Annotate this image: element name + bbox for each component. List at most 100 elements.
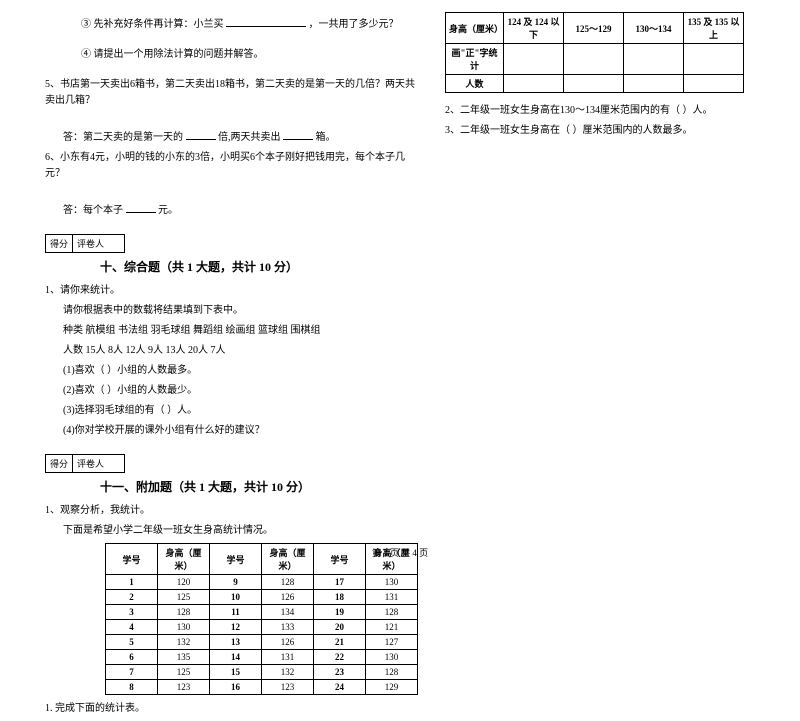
p1-title: 1、请你来统计。 bbox=[45, 283, 420, 299]
left-column: ③ 先补充好条件再计算：小兰买 ，一共用了多少元？ ④ 请提出一个用除法计算的问… bbox=[45, 12, 420, 721]
q3-suffix: ，一共用了多少元？ bbox=[309, 19, 399, 30]
p1-sub1: (1)喜欢（ ）小组的人数最多。 bbox=[63, 363, 420, 379]
p11-title: 1、观察分析，我统计。 bbox=[45, 503, 420, 519]
table-cell: 121 bbox=[366, 620, 418, 635]
table-cell: 2 bbox=[106, 590, 158, 605]
table-cell: 125 bbox=[158, 665, 210, 680]
question-6-answer: 答：每个本子 元。 bbox=[63, 202, 420, 219]
table-cell: 129 bbox=[366, 680, 418, 695]
table-cell: 7 bbox=[106, 665, 158, 680]
table-cell bbox=[624, 75, 684, 93]
table-cell: 125～129 bbox=[564, 13, 624, 44]
q6-blank[interactable] bbox=[126, 202, 156, 213]
table-row: 画"正"字统计 bbox=[446, 44, 744, 75]
score-label: 得分 bbox=[46, 235, 73, 252]
table-cell bbox=[504, 75, 564, 93]
table-cell: 11 bbox=[210, 605, 262, 620]
table-cell: 画"正"字统计 bbox=[446, 44, 504, 75]
table-cell: 124 及 124 以下 bbox=[504, 13, 564, 44]
p1-sub3: (3)选择羽毛球组的有（ ）人。 bbox=[63, 403, 420, 419]
table-cell: 132 bbox=[262, 665, 314, 680]
table-row: 51321312621127 bbox=[106, 635, 418, 650]
table-cell: 14 bbox=[210, 650, 262, 665]
table-cell: 9 bbox=[210, 575, 262, 590]
stat-table: 身高（厘米）124 及 124 以下125～129130～134135 及 13… bbox=[445, 12, 744, 93]
table-cell: 132 bbox=[158, 635, 210, 650]
table-cell: 128 bbox=[366, 665, 418, 680]
table-cell bbox=[684, 75, 744, 93]
table-cell: 126 bbox=[262, 590, 314, 605]
table-cell: 8 bbox=[106, 680, 158, 695]
question-3: ③ 先补充好条件再计算：小兰买 ，一共用了多少元？ bbox=[81, 16, 420, 33]
table-cell: 130 bbox=[158, 620, 210, 635]
score-box-10: 得分 评卷人 bbox=[45, 234, 125, 253]
table-cell: 10 bbox=[210, 590, 262, 605]
table-cell: 123 bbox=[262, 680, 314, 695]
question-6: 6、小东有4元，小明的钱的小东的3倍，小明买6个本子刚好把钱用完，每个本子几元？ bbox=[45, 150, 420, 182]
q5-ans-b: 倍,两天共卖出 bbox=[218, 132, 281, 143]
p11-sub: 下面是希望小学二年级一班女生身高统计情况。 bbox=[63, 523, 420, 539]
table-cell bbox=[564, 75, 624, 93]
table-cell: 126 bbox=[262, 635, 314, 650]
table-cell: 21 bbox=[314, 635, 366, 650]
right-q2: 2、二年级一班女生身高在130～134厘米范围内的有（ ）人。 bbox=[445, 103, 750, 119]
table-row: 31281113419128 bbox=[106, 605, 418, 620]
table-row: 1120912817130 bbox=[106, 575, 418, 590]
table-cell: 12 bbox=[210, 620, 262, 635]
table-cell bbox=[624, 44, 684, 75]
table-cell: 120 bbox=[158, 575, 210, 590]
table-row: 61351413122130 bbox=[106, 650, 418, 665]
table-row: 21251012618131 bbox=[106, 590, 418, 605]
table-cell: 15 bbox=[210, 665, 262, 680]
q6-ans-b: 元。 bbox=[158, 205, 178, 216]
table-cell: 125 bbox=[158, 590, 210, 605]
table-cell: 123 bbox=[158, 680, 210, 695]
p1-line1: 请你根据表中的数载将结果填到下表中。 bbox=[63, 303, 420, 319]
table-cell: 133 bbox=[262, 620, 314, 635]
table-cell: 20 bbox=[314, 620, 366, 635]
table-cell: 130 bbox=[366, 650, 418, 665]
score-label: 得分 bbox=[46, 455, 73, 472]
page-footer: 第 3 页 共 4 页 bbox=[0, 546, 800, 559]
q3-blank[interactable] bbox=[226, 16, 306, 27]
question-5: 5、书店第一天卖出6箱书，第二天卖出18箱书，第二天卖的是第一天的几倍？两天共卖… bbox=[45, 77, 420, 109]
table-cell: 128 bbox=[366, 605, 418, 620]
table-row: 41301213320121 bbox=[106, 620, 418, 635]
p1-line2: 种类 航模组 书法组 羽毛球组 舞蹈组 绘画组 篮球组 围棋组 bbox=[63, 323, 420, 339]
table-row: 71251513223128 bbox=[106, 665, 418, 680]
table-cell: 128 bbox=[262, 575, 314, 590]
q6-ans-a: 答：每个本子 bbox=[63, 205, 123, 216]
q5-blank-2[interactable] bbox=[283, 129, 313, 140]
table-cell: 1 bbox=[106, 575, 158, 590]
table-cell bbox=[504, 44, 564, 75]
p1-sub2: (2)喜欢（ ）小组的人数最少。 bbox=[63, 383, 420, 399]
table-cell: 人数 bbox=[446, 75, 504, 93]
table-cell: 135 及 135 以上 bbox=[684, 13, 744, 44]
question-5-answer: 答：第二天卖的是第一天的 倍,两天共卖出 箱。 bbox=[63, 129, 420, 146]
table-cell: 16 bbox=[210, 680, 262, 695]
table-cell: 身高（厘米） bbox=[446, 13, 504, 44]
table-cell: 6 bbox=[106, 650, 158, 665]
q5-ans-a: 答：第二天卖的是第一天的 bbox=[63, 132, 183, 143]
table-row: 身高（厘米）124 及 124 以下125～129130～134135 及 13… bbox=[446, 13, 744, 44]
height-table: 学号身高（厘米）学号身高（厘米）学号身高（厘米） 112091281713021… bbox=[105, 543, 418, 695]
section-10-title: 十、综合题（共 1 大题，共计 10 分） bbox=[100, 258, 420, 275]
section-11-title: 十一、附加题（共 1 大题，共计 10 分） bbox=[100, 478, 420, 495]
table-cell: 5 bbox=[106, 635, 158, 650]
right-q3: 3、二年级一班女生身高在（ ）厘米范围内的人数最多。 bbox=[445, 123, 750, 139]
q3-text: ③ 先补充好条件再计算：小兰买 bbox=[81, 19, 224, 30]
table-cell: 128 bbox=[158, 605, 210, 620]
table-cell: 135 bbox=[158, 650, 210, 665]
table-cell: 3 bbox=[106, 605, 158, 620]
p1-line3: 人数 15人 8人 12人 9人 13人 20人 7人 bbox=[63, 343, 420, 359]
table-row: 人数 bbox=[446, 75, 744, 93]
right-column: 身高（厘米）124 及 124 以下125～129130～134135 及 13… bbox=[445, 12, 750, 721]
table-cell bbox=[564, 44, 624, 75]
q5-blank-1[interactable] bbox=[186, 129, 216, 140]
table-cell: 13 bbox=[210, 635, 262, 650]
q5-ans-c: 箱。 bbox=[316, 132, 336, 143]
table-cell: 130～134 bbox=[624, 13, 684, 44]
table-cell: 17 bbox=[314, 575, 366, 590]
table-cell: 131 bbox=[366, 590, 418, 605]
score-box-11: 得分 评卷人 bbox=[45, 454, 125, 473]
